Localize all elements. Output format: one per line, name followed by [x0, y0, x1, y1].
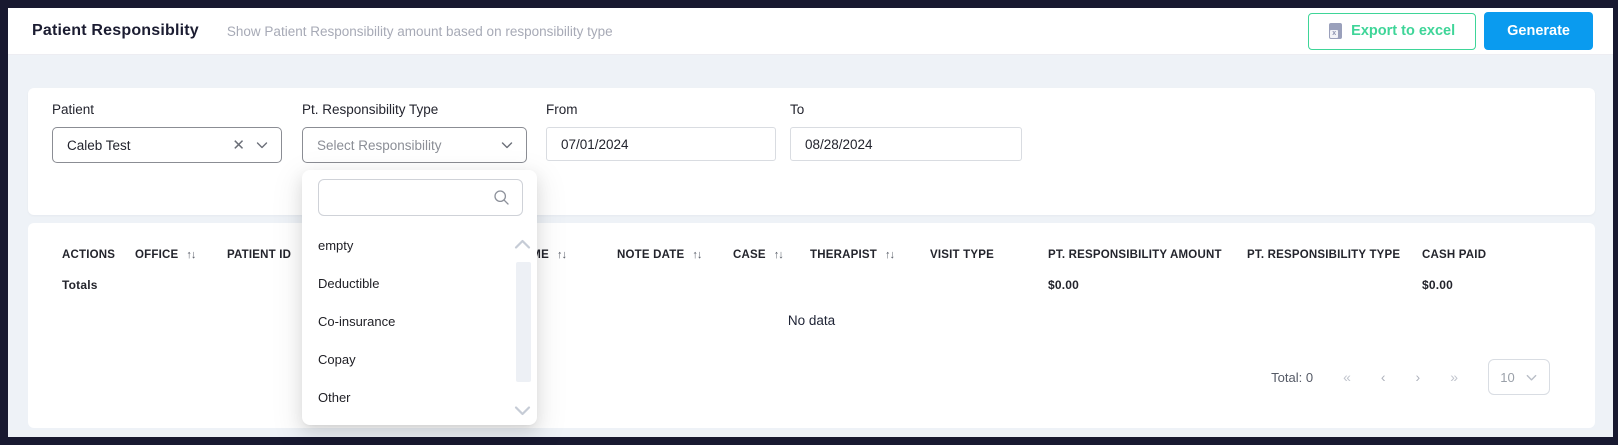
page-header: Patient Responsiblity Show Patient Respo… [8, 8, 1613, 55]
scroll-up-icon[interactable] [514, 238, 531, 250]
column-label: CASH PAID [1422, 249, 1487, 261]
pagination: Total: 0 « ‹ › » 10 [1271, 359, 1550, 395]
export-to-excel-button[interactable]: x Export to excel [1308, 12, 1477, 50]
no-data-text: No data [787, 313, 836, 328]
scrollbar-thumb[interactable] [516, 262, 531, 382]
sort-icon[interactable]: ↑↓ [556, 249, 567, 261]
app-frame: Patient Responsiblity Show Patient Respo… [8, 8, 1613, 437]
chevron-down-icon [501, 142, 513, 149]
patient-select-icons: ✕ [232, 138, 269, 153]
dropdown-option-other[interactable]: Other [318, 389, 351, 405]
filter-panel: Patient Caleb Test ✕ Pt. Responsibility … [28, 88, 1595, 215]
responsibility-type-filter-group: Pt. Responsibility Type Select Responsib… [302, 102, 527, 163]
column-label: CASE [733, 249, 766, 261]
dropdown-option-deductible[interactable]: Deductible [318, 275, 380, 291]
scroll-down-icon[interactable] [514, 405, 531, 417]
clear-icon[interactable]: ✕ [232, 136, 245, 154]
dropdown-option-co-insurance[interactable]: Co-insurance [318, 313, 396, 329]
column-label: PT. RESPONSIBILITY AMOUNT [1048, 249, 1222, 261]
from-date-label: From [546, 102, 578, 117]
dropdown-search-box[interactable] [318, 179, 523, 216]
totals-pt-responsibility-amount: $0.00 [1048, 278, 1080, 292]
column-label: OFFICE [135, 249, 179, 261]
excel-icon-letter: x [1330, 30, 1339, 38]
column-header-cash-paid: CASH PAID [1422, 249, 1532, 261]
pagination-total: Total: 0 [1271, 369, 1314, 385]
excel-file-icon: x [1329, 23, 1343, 39]
column-label: PATIENT ID [227, 249, 292, 261]
prev-page-icon[interactable]: ‹ [1380, 369, 1386, 385]
column-label: ACTIONS [62, 249, 116, 261]
patient-select[interactable]: Caleb Test ✕ [52, 127, 282, 163]
chevron-down-icon [1526, 374, 1537, 381]
page-size-select[interactable]: 10 [1488, 359, 1550, 395]
dropdown-option-list: empty Deductible Co-insurance Copay Other [302, 226, 537, 416]
chevron-down-icon [256, 142, 268, 149]
from-date-input[interactable] [546, 127, 776, 161]
table-totals-row: Totals $0.00 $0.00 [62, 275, 1585, 295]
column-label: PT. RESPONSIBILITY TYPE [1247, 249, 1401, 261]
from-date-filter-group: From [546, 102, 776, 161]
header-actions: x Export to excel Generate [1308, 12, 1593, 50]
column-label: THERAPIST [810, 249, 877, 261]
column-header-pt-responsibility-amount: PT. RESPONSIBILITY AMOUNT [1048, 249, 1247, 261]
page-subtitle: Show Patient Responsibility amount based… [226, 23, 613, 39]
generate-button[interactable]: Generate [1484, 12, 1593, 50]
patient-select-value: Caleb Test [67, 137, 131, 153]
column-header-note-date[interactable]: NOTE DATE ↑↓ [617, 249, 733, 261]
column-header-case[interactable]: CASE ↑↓ [733, 249, 810, 261]
column-label: VISIT TYPE [930, 249, 994, 261]
dropdown-search-input[interactable] [331, 190, 493, 205]
column-header-visit-type: VISIT TYPE [930, 249, 1048, 261]
sort-icon[interactable]: ↑↓ [186, 249, 196, 261]
first-page-icon[interactable]: « [1343, 369, 1351, 385]
column-label: NOTE DATE [617, 249, 685, 261]
sort-icon[interactable]: ↑↓ [692, 249, 702, 261]
dropdown-option-empty[interactable]: empty [318, 237, 354, 253]
sort-icon[interactable]: ↑↓ [884, 249, 895, 261]
to-date-input[interactable] [790, 127, 1022, 161]
column-header-office[interactable]: OFFICE ↑↓ [135, 249, 227, 261]
totals-cash-paid: $0.00 [1422, 278, 1454, 292]
responsibility-type-dropdown: empty Deductible Co-insurance Copay Other [302, 170, 537, 425]
column-header-pt-responsibility-type: PT. RESPONSIBILITY TYPE [1247, 249, 1422, 261]
patient-label: Patient [52, 102, 95, 117]
last-page-icon[interactable]: » [1450, 369, 1458, 385]
to-date-label: To [790, 102, 805, 117]
responsibility-type-label: Pt. Responsibility Type [302, 102, 439, 117]
page-title: Patient Responsiblity [32, 22, 199, 39]
responsibility-type-select[interactable]: Select Responsibility [302, 127, 527, 163]
next-page-icon[interactable]: › [1415, 369, 1421, 385]
column-header-patient-id: PATIENT ID [227, 249, 462, 261]
totals-label: Totals [62, 278, 98, 292]
column-header-therapist[interactable]: THERAPIST ↑↓ [810, 249, 930, 261]
sort-icon[interactable]: ↑↓ [773, 249, 784, 261]
to-date-filter-group: To [790, 102, 1022, 161]
page-size-value: 10 [1500, 369, 1515, 385]
export-button-label: Export to excel [1351, 23, 1456, 39]
patient-filter-group: Patient Caleb Test ✕ [52, 102, 282, 163]
responsibility-type-placeholder: Select Responsibility [317, 137, 442, 153]
dropdown-option-copay[interactable]: Copay [318, 351, 356, 367]
search-icon [494, 190, 509, 205]
responsibility-type-select-icons [500, 138, 514, 152]
column-header-actions: ACTIONS [62, 249, 135, 261]
